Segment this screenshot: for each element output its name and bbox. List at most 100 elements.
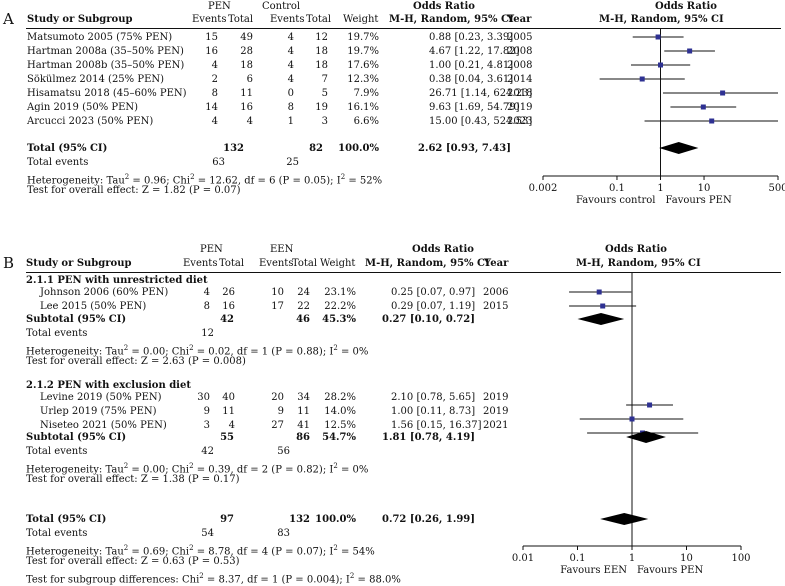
study-row-total-2: 5	[321, 88, 328, 99]
study-row-events-2: 10	[271, 287, 284, 298]
total-header: Total	[228, 14, 254, 25]
favours-left-label: Favours control	[576, 195, 656, 206]
group1-header: PEN	[200, 244, 223, 255]
study-row-events-1: 4	[211, 60, 218, 71]
study-row-name: Hartman 2008a (35–50% PEN)	[27, 46, 184, 57]
study-row-name: Johnson 2006 (60% PEN)	[40, 287, 169, 298]
subtotal-1-t2: 46	[296, 314, 310, 325]
events-header: Events	[192, 14, 227, 25]
subtotal-2-heterogeneity: Heterogeneity: Tau2 = 0.00; Chi2 = 0.39,…	[26, 462, 369, 476]
subtotal-2-events-e1: 42	[201, 446, 214, 457]
total-t2: 132	[289, 514, 310, 525]
total-events-label: Total events	[26, 528, 88, 539]
favours-left-label: Favours EEN	[560, 565, 627, 576]
study-row-weight: 16.1%	[347, 102, 379, 113]
study-row-events-2: 1	[287, 116, 294, 127]
study-row-total-2: 34	[297, 392, 310, 403]
study-row-weight: 12.5%	[324, 420, 356, 431]
study-row-ci: 15.00 [0.43, 524.53]	[429, 116, 533, 127]
events-header: Events	[259, 258, 294, 269]
study-header: Study or Subgroup	[26, 258, 132, 269]
total-events-label: Total events	[27, 157, 89, 168]
plot-subheader: M-H, Random, 95% CI	[576, 258, 701, 269]
study-row-year: 2023	[507, 116, 533, 127]
group2-header: EEN	[270, 244, 294, 255]
total-events-e2: 83	[277, 528, 290, 539]
study-row-ci: 0.25 [0.07, 0.97]	[391, 287, 476, 298]
study-row-name: Urlep 2019 (75% PEN)	[40, 406, 157, 417]
study-marker	[655, 34, 661, 40]
study-row-name: Matsumoto 2005 (75% PEN)	[27, 32, 173, 43]
study-marker	[709, 118, 715, 124]
study-row-weight: 7.9%	[353, 88, 379, 99]
study-row-year: 2021	[483, 420, 509, 431]
study-row-total-1: 6	[246, 74, 253, 85]
study-row-weight: 19.7%	[347, 46, 379, 57]
total-t1: 97	[220, 514, 234, 525]
study-row-ci: 0.29 [0.07, 1.19]	[391, 301, 476, 312]
subtotal-2-t2: 86	[296, 432, 310, 443]
study-row-year: 2018	[507, 88, 533, 99]
study-row-events-2: 20	[271, 392, 284, 403]
x-tick-label: 100	[731, 553, 750, 564]
study-row-events-1: 2	[211, 74, 218, 85]
study-row-year: 2008	[507, 60, 533, 71]
study-row-events-1: 9	[203, 406, 210, 417]
study-marker	[600, 303, 606, 309]
year-header: Year	[507, 14, 532, 25]
study-row-total-2: 22	[297, 301, 310, 312]
subtotal-2-overall: Test for overall effect: Z = 1.38 (P = 0…	[26, 474, 240, 485]
subtotal-2-label: Subtotal (95% CI)	[26, 432, 127, 443]
header-rule	[26, 272, 781, 273]
header-rule	[26, 28, 781, 29]
study-row-total-2: 18	[315, 60, 328, 71]
study-row-name: Sökülmez 2014 (25% PEN)	[27, 74, 165, 85]
study-row-weight: 17.6%	[347, 60, 379, 71]
study-marker	[647, 402, 653, 408]
study-row-weight: 19.7%	[347, 32, 379, 43]
subtotal-1-ci: 0.27 [0.10, 0.72]	[382, 314, 475, 325]
study-row-name: Hisamatsu 2018 (45–60% PEN)	[27, 88, 187, 99]
plot-subheader: M-H, Random, 95% CI	[599, 14, 724, 25]
total-header: Total	[306, 14, 332, 25]
year-header: Year	[484, 258, 509, 269]
study-row-ci: 1.56 [0.15, 16.37]	[391, 420, 482, 431]
study-marker	[687, 48, 693, 54]
study-row-events-1: 15	[205, 32, 218, 43]
study-row-total-2: 3	[321, 116, 328, 127]
subgroup-2-title: 2.1.2 PEN with exclusion diet	[26, 380, 191, 391]
study-row-events-1: 4	[203, 287, 210, 298]
study-row-total-2: 7	[321, 74, 328, 85]
study-row-weight: 6.6%	[353, 116, 379, 127]
or-title: Odds Ratio	[412, 244, 474, 255]
study-row-ci: 0.38 [0.04, 3.61]	[429, 74, 514, 85]
study-row-total-1: 16	[222, 301, 235, 312]
study-row-events-1: 16	[205, 46, 218, 57]
study-row-ci: 1.00 [0.21, 4.81]	[429, 60, 514, 71]
pooled-diamond	[659, 142, 699, 154]
study-row-name: Agin 2019 (50% PEN)	[27, 102, 139, 113]
pooled-diamond	[600, 513, 649, 525]
group2-header: Control	[262, 1, 301, 12]
study-row-name: Niseteo 2021 (50% PEN)	[40, 420, 167, 431]
or-subheader: M-H, Random, 95% CI	[365, 258, 490, 269]
total-label: Total (95% CI)	[27, 143, 108, 154]
study-marker	[658, 62, 663, 68]
study-row-total-2: 24	[297, 287, 310, 298]
subtotal-2-events-e2: 56	[277, 446, 290, 457]
panel-b-label: B	[3, 254, 15, 272]
subtotal-1-label: Subtotal (95% CI)	[26, 314, 127, 325]
overall-effect-text: Test for overall effect: Z = 1.82 (P = 0…	[27, 185, 241, 196]
subtotal-1-events-e1: 12	[201, 328, 214, 339]
x-tick-label: 500	[768, 183, 785, 194]
subtotal-1-events-label: Total events	[26, 328, 88, 339]
study-row-events-1: 3	[203, 420, 210, 431]
study-row-name: Lee 2015 (50% PEN)	[40, 301, 147, 312]
subtotal-2-events-label: Total events	[26, 446, 88, 457]
total-ci: 2.62 [0.93, 7.43]	[418, 143, 511, 154]
study-row-events-2: 27	[271, 420, 284, 431]
heterogeneity-text: Heterogeneity: Tau2 = 0.96; Chi2 = 12.62…	[27, 173, 383, 187]
study-row-name: Hartman 2008b (35–50% PEN)	[27, 60, 185, 71]
study-row-year: 2006	[483, 287, 509, 298]
